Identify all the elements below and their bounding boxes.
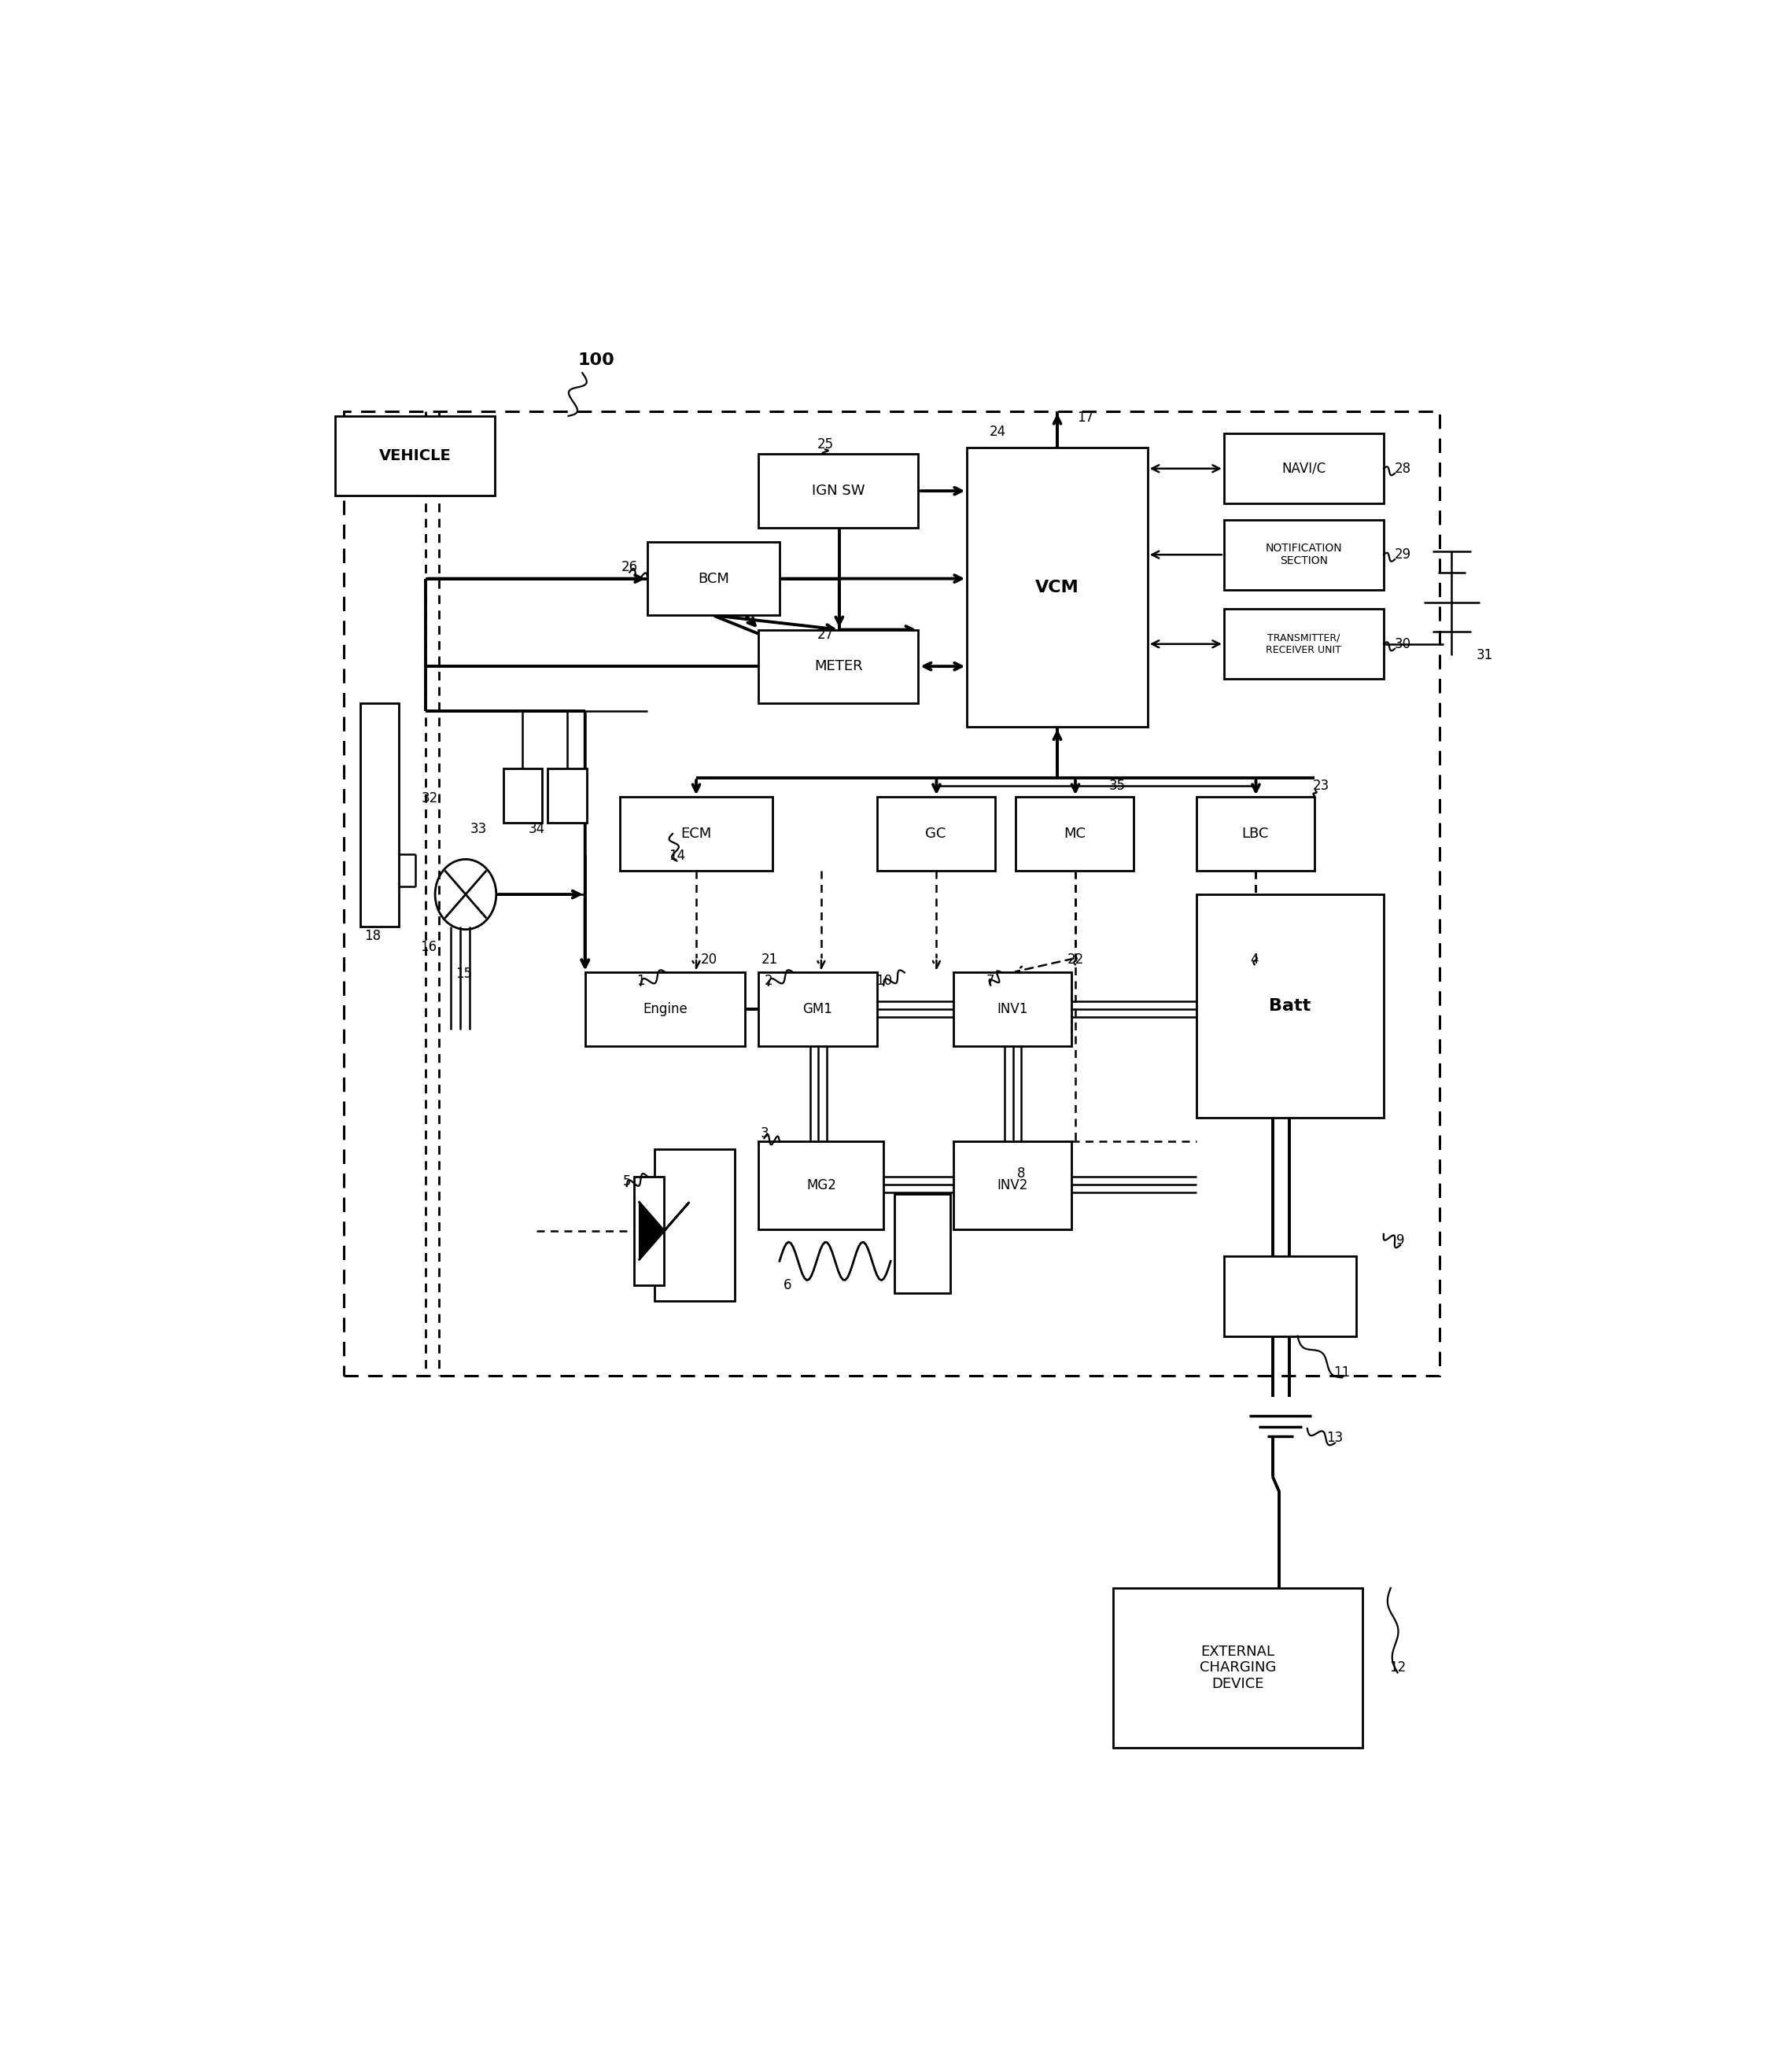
- Text: 10: 10: [874, 973, 892, 988]
- Text: 8: 8: [1018, 1166, 1025, 1180]
- Text: IGN SW: IGN SW: [812, 485, 866, 497]
- Text: 7: 7: [986, 973, 995, 988]
- Text: 22: 22: [1066, 953, 1084, 967]
- Text: TRANSMITTER/
RECEIVER UNIT: TRANSMITTER/ RECEIVER UNIT: [1267, 634, 1342, 654]
- Text: 33: 33: [470, 822, 486, 837]
- Text: 29: 29: [1394, 547, 1412, 561]
- Text: BCM: BCM: [697, 572, 729, 586]
- Text: 13: 13: [1326, 1431, 1344, 1446]
- Text: 28: 28: [1394, 462, 1412, 476]
- Text: LBC: LBC: [1242, 826, 1269, 841]
- Text: 34: 34: [529, 822, 545, 837]
- Text: 4: 4: [1251, 953, 1258, 967]
- Text: 9: 9: [1396, 1234, 1405, 1247]
- Text: 25: 25: [817, 437, 833, 451]
- Text: Batt: Batt: [1269, 998, 1312, 1015]
- Text: 1: 1: [636, 973, 645, 988]
- Text: 32: 32: [421, 791, 437, 806]
- Text: NOTIFICATION
SECTION: NOTIFICATION SECTION: [1265, 543, 1342, 567]
- Text: 2: 2: [763, 973, 772, 988]
- Text: 20: 20: [701, 953, 717, 967]
- Text: 16: 16: [419, 940, 437, 955]
- FancyBboxPatch shape: [548, 768, 586, 822]
- Text: 24: 24: [989, 425, 1005, 439]
- FancyBboxPatch shape: [953, 973, 1072, 1046]
- Text: 21: 21: [762, 953, 778, 967]
- Text: 6: 6: [783, 1278, 792, 1292]
- Text: 27: 27: [817, 628, 833, 642]
- Text: 14: 14: [668, 849, 685, 864]
- Text: 35: 35: [1109, 779, 1125, 793]
- FancyBboxPatch shape: [1113, 1588, 1364, 1748]
- Text: 23: 23: [1314, 779, 1330, 793]
- Text: MC: MC: [1064, 826, 1086, 841]
- Text: 30: 30: [1394, 638, 1412, 650]
- FancyBboxPatch shape: [335, 416, 495, 495]
- Text: VCM: VCM: [1036, 580, 1079, 594]
- FancyBboxPatch shape: [504, 768, 541, 822]
- FancyBboxPatch shape: [584, 973, 745, 1046]
- Text: GC: GC: [925, 826, 946, 841]
- FancyBboxPatch shape: [654, 1149, 735, 1301]
- FancyBboxPatch shape: [647, 543, 780, 615]
- FancyBboxPatch shape: [953, 1141, 1072, 1230]
- Text: 18: 18: [364, 928, 382, 942]
- FancyBboxPatch shape: [758, 973, 876, 1046]
- FancyBboxPatch shape: [758, 454, 919, 528]
- Text: 17: 17: [1077, 410, 1093, 425]
- FancyBboxPatch shape: [634, 1176, 665, 1284]
- FancyBboxPatch shape: [758, 630, 919, 702]
- Text: 11: 11: [1333, 1365, 1351, 1379]
- FancyBboxPatch shape: [1224, 520, 1383, 590]
- Text: 26: 26: [622, 561, 638, 574]
- Text: INV2: INV2: [996, 1178, 1027, 1193]
- FancyBboxPatch shape: [968, 447, 1147, 727]
- FancyBboxPatch shape: [360, 702, 400, 926]
- Text: 12: 12: [1389, 1661, 1407, 1675]
- FancyBboxPatch shape: [1016, 797, 1134, 870]
- Text: ECM: ECM: [681, 826, 711, 841]
- Text: METER: METER: [814, 659, 862, 673]
- Text: 5: 5: [622, 1174, 631, 1189]
- FancyBboxPatch shape: [758, 1141, 883, 1230]
- FancyBboxPatch shape: [894, 1195, 950, 1292]
- Text: 3: 3: [760, 1127, 769, 1141]
- FancyBboxPatch shape: [1224, 1257, 1357, 1336]
- Text: INV1: INV1: [996, 1002, 1027, 1017]
- Text: 31: 31: [1477, 648, 1493, 663]
- FancyBboxPatch shape: [1197, 797, 1314, 870]
- FancyBboxPatch shape: [1197, 895, 1383, 1118]
- FancyBboxPatch shape: [876, 797, 995, 870]
- Text: VEHICLE: VEHICLE: [378, 447, 452, 464]
- Text: NAVI/C: NAVI/C: [1281, 462, 1326, 476]
- FancyBboxPatch shape: [1224, 433, 1383, 503]
- Text: GM1: GM1: [803, 1002, 833, 1017]
- Text: 15: 15: [455, 967, 473, 982]
- Text: 100: 100: [577, 352, 615, 369]
- Text: Engine: Engine: [643, 1002, 688, 1017]
- Text: MG2: MG2: [806, 1178, 837, 1193]
- Polygon shape: [640, 1201, 665, 1259]
- FancyBboxPatch shape: [1224, 609, 1383, 679]
- Text: EXTERNAL
CHARGING
DEVICE: EXTERNAL CHARGING DEVICE: [1199, 1644, 1276, 1692]
- FancyBboxPatch shape: [620, 797, 772, 870]
